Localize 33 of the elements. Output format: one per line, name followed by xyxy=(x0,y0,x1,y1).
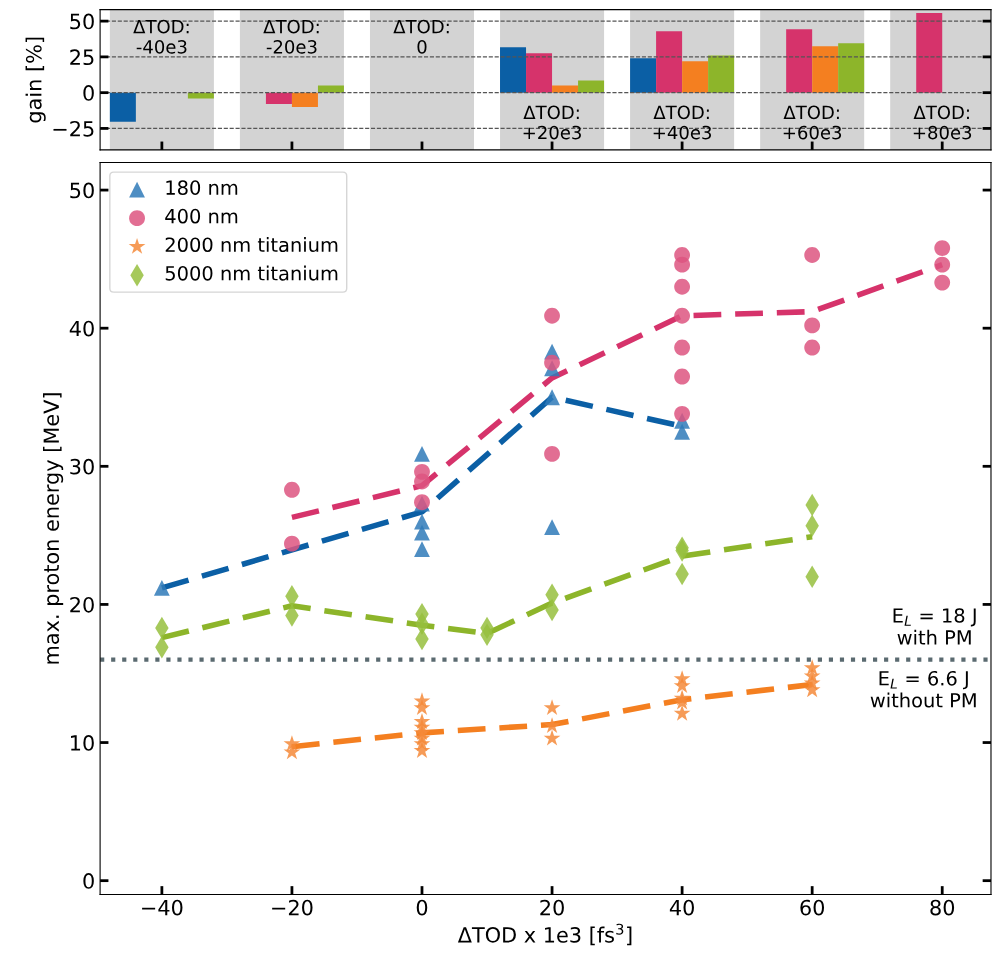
annotation: E$_{L}$ = 6.6 J without PM xyxy=(870,670,976,708)
y-tick-label: 30 xyxy=(70,458,94,475)
x-tick-label: −40 xyxy=(142,899,183,916)
annotation: ΔTOD: -40e3 xyxy=(133,19,189,54)
y-axis-title: gain [%] xyxy=(25,37,46,123)
y-tick-label: −25 xyxy=(53,120,94,137)
legend-label: 180 nm xyxy=(166,180,238,196)
annotation: E$_{L}$ = 18 J with PM xyxy=(893,608,976,645)
x-axis-title: ΔTOD x 1e3 [fs$^{3}$] xyxy=(457,923,632,946)
y-tick-label: 0 xyxy=(83,85,94,101)
y-tick-label: 50 xyxy=(70,182,94,199)
x-tick-label: 40 xyxy=(669,899,694,916)
x-tick-label: 80 xyxy=(930,899,955,916)
annotation: ΔTOD: +40e3 xyxy=(653,105,712,140)
annotation: ΔTOD: +60e3 xyxy=(783,105,842,140)
y-tick-label: 40 xyxy=(69,320,94,337)
legend-label: 400 nm xyxy=(165,208,238,224)
y-tick-label: 10 xyxy=(71,735,94,751)
x-tick-label: −20 xyxy=(272,899,313,916)
annotation: ΔTOD: 0 xyxy=(393,19,449,54)
annotation: ΔTOD: -20e3 xyxy=(263,19,319,54)
legend-label: 5000 nm titanium xyxy=(165,265,338,281)
y-tick-label: 25 xyxy=(70,49,94,66)
x-tick-label: 20 xyxy=(540,899,564,916)
y-axis-title: max. proton energy [MeV] xyxy=(43,393,64,664)
legend-label: 2000 nm titanium xyxy=(165,237,338,253)
y-tick-label: 50 xyxy=(70,13,94,30)
x-tick-label: 0 xyxy=(416,899,428,916)
annotation: ΔTOD: +80e3 xyxy=(913,105,972,140)
annotation: ΔTOD: +20e3 xyxy=(523,105,581,140)
x-tick-label: 60 xyxy=(800,899,825,916)
y-tick-label: 0 xyxy=(83,873,94,889)
y-tick-label: 20 xyxy=(70,596,94,613)
